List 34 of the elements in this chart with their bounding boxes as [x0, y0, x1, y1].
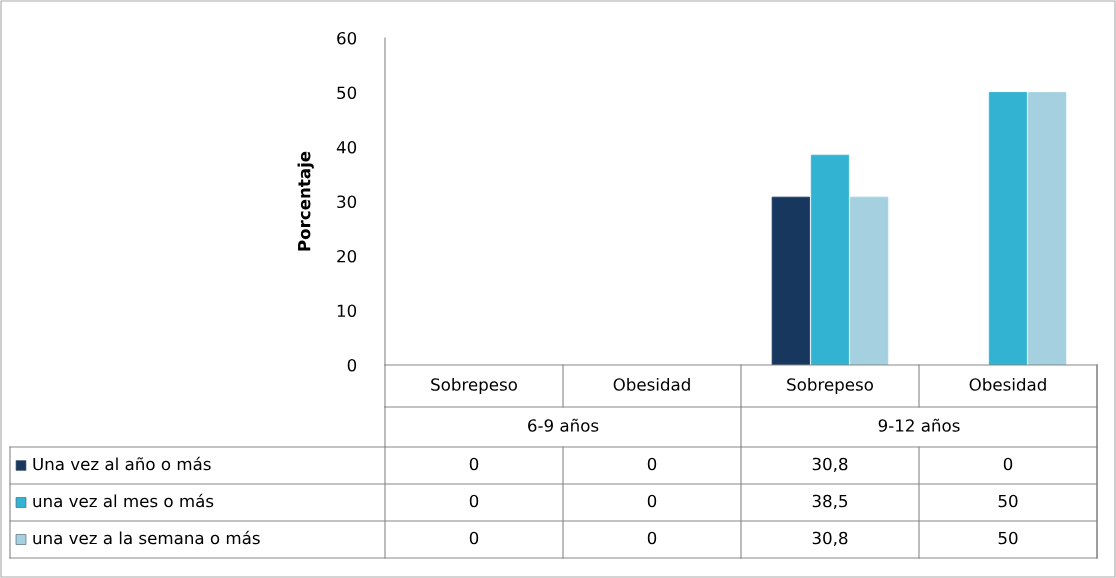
legend-label: Una vez al año o más	[33, 456, 211, 471]
data-label: 0	[647, 531, 657, 545]
y-tick-label: 30	[337, 195, 357, 209]
text: 6-9 años	[528, 418, 599, 432]
x-tick-label: Obesidad	[613, 377, 690, 391]
bar	[850, 196, 889, 365]
bar	[810, 154, 850, 365]
x-tick-label: Obesidad	[969, 377, 1046, 391]
data-label: 0	[647, 457, 657, 471]
data-label: 38,5	[812, 494, 848, 510]
y-tick-label: 20	[337, 249, 357, 263]
x-tick-label: Sobrepeso	[787, 377, 873, 395]
data-label: 50	[998, 531, 1018, 545]
y-tick-label: 50	[337, 86, 357, 100]
y-tick-label: 10	[337, 304, 357, 318]
y-axis-title: Porcentaje	[297, 151, 314, 251]
data-label: 50	[998, 494, 1018, 508]
bar	[771, 196, 810, 365]
data-label: 0	[1003, 457, 1013, 471]
x-tick-label: Sobrepeso	[431, 377, 517, 395]
text: 9-12 años	[878, 418, 960, 432]
data-label: 0	[469, 494, 479, 508]
y-tick-label: 40	[336, 140, 357, 154]
data-label: 0	[469, 457, 479, 471]
data-label: 30,8	[812, 531, 848, 547]
data-label: 0	[647, 494, 657, 508]
data-label: 0	[469, 531, 479, 545]
legend-label: una vez al mes o más	[33, 493, 214, 508]
data-label: 30,8	[812, 457, 848, 473]
bar	[1028, 92, 1067, 365]
bar	[988, 92, 1028, 365]
y-tick-label: 0	[347, 358, 357, 372]
legend-label: una vez a la semana o más	[33, 530, 260, 545]
y-tick-label: 60	[337, 31, 357, 45]
